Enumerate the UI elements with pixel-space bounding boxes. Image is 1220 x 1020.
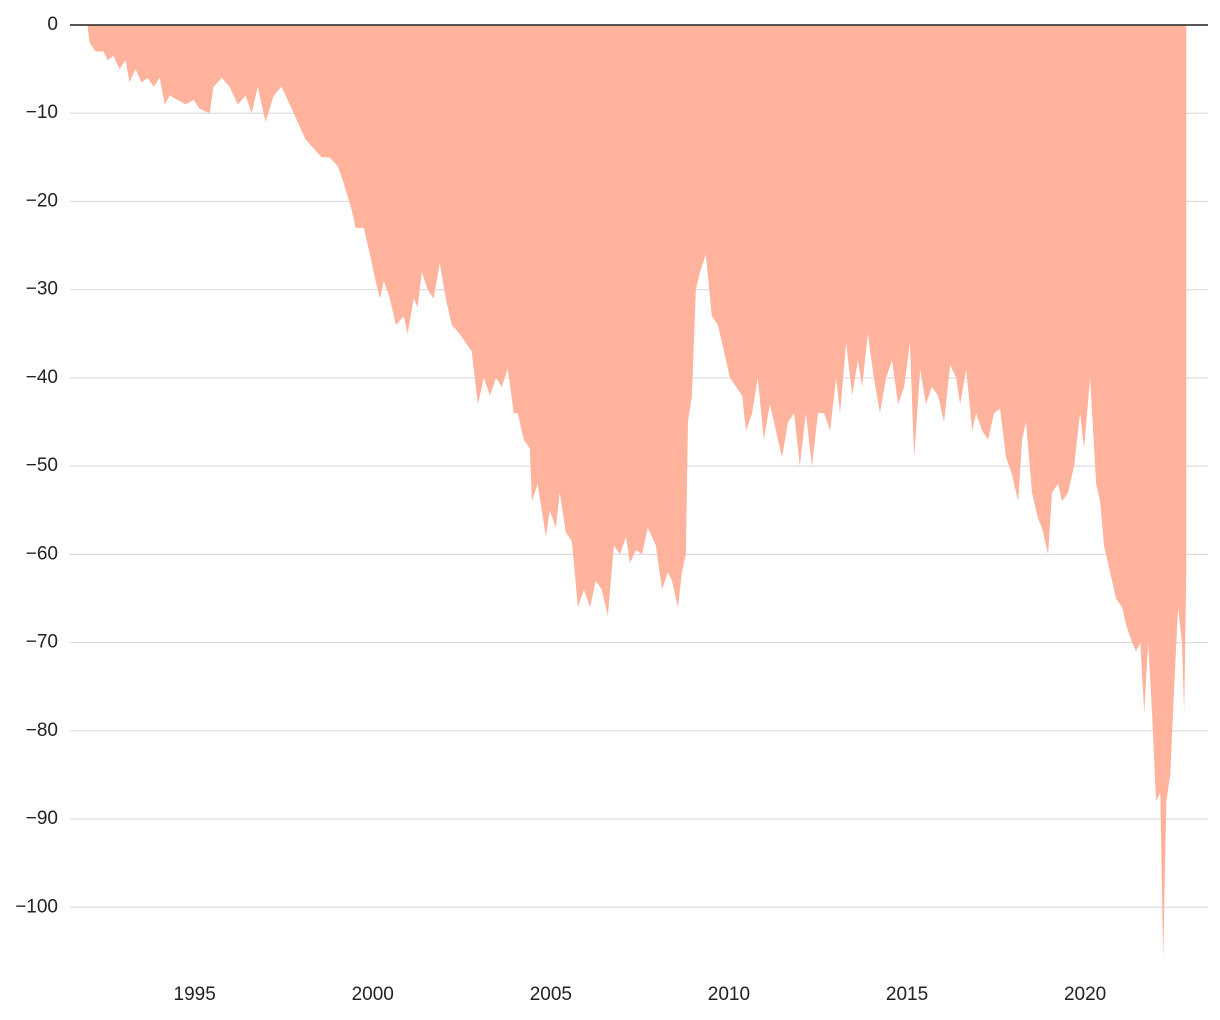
x-tick-label: 2005 [530, 984, 572, 1005]
x-tick-label: 2020 [1064, 984, 1106, 1005]
x-tick-label: 2010 [708, 984, 750, 1005]
y-tick-label: −90 [26, 808, 58, 829]
y-tick-label: −80 [26, 720, 58, 741]
y-tick-label: −10 [26, 102, 58, 123]
y-tick-label: −40 [26, 367, 58, 388]
y-tick-label: −100 [15, 896, 58, 917]
area [87, 25, 1187, 961]
x-tick-label: 1995 [174, 984, 216, 1005]
y-tick-label: −70 [26, 632, 58, 653]
y-tick-label: 0 [47, 14, 58, 35]
x-tick-label: 2000 [352, 984, 394, 1005]
y-tick-label: −60 [26, 543, 58, 564]
y-tick-label: −20 [26, 190, 58, 211]
y-tick-label: −30 [26, 279, 58, 300]
x-tick-label: 2015 [886, 984, 928, 1005]
y-tick-label: −50 [26, 455, 58, 476]
